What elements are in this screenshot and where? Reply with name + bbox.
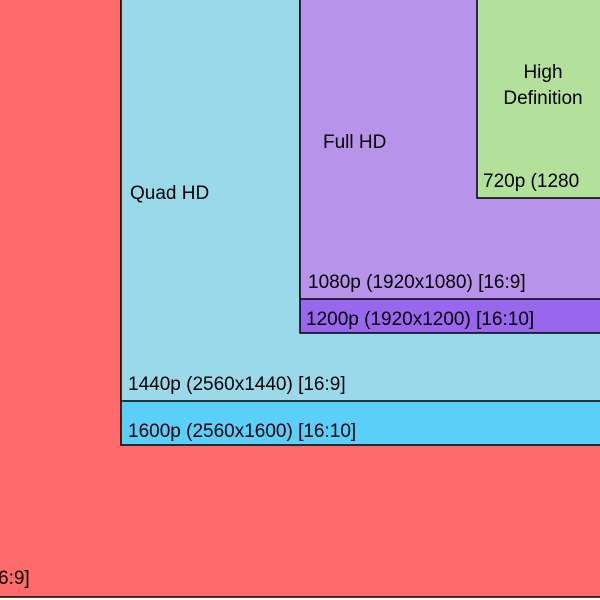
hd-name: High [523,62,562,83]
fhd-1080p-label: 1080p (1920x1080) [16:9] [308,272,526,293]
hd-name: Definition [503,88,582,109]
qhd-name: Quad HD [130,183,209,204]
qhd-1600p-label: 1600p (2560x1600) [16:10] [128,421,356,442]
uhd-label: 6:9] [0,568,30,589]
qhd-1440p-label: 1440p (2560x1440) [16:9] [128,374,346,395]
fhd-1200p-label: 1200p (1920x1200) [16:10] [306,309,534,330]
hd-720p-label: 720p (1280 [483,171,579,192]
hd-area [476,0,600,199]
fhd-name: Full HD [323,132,386,153]
